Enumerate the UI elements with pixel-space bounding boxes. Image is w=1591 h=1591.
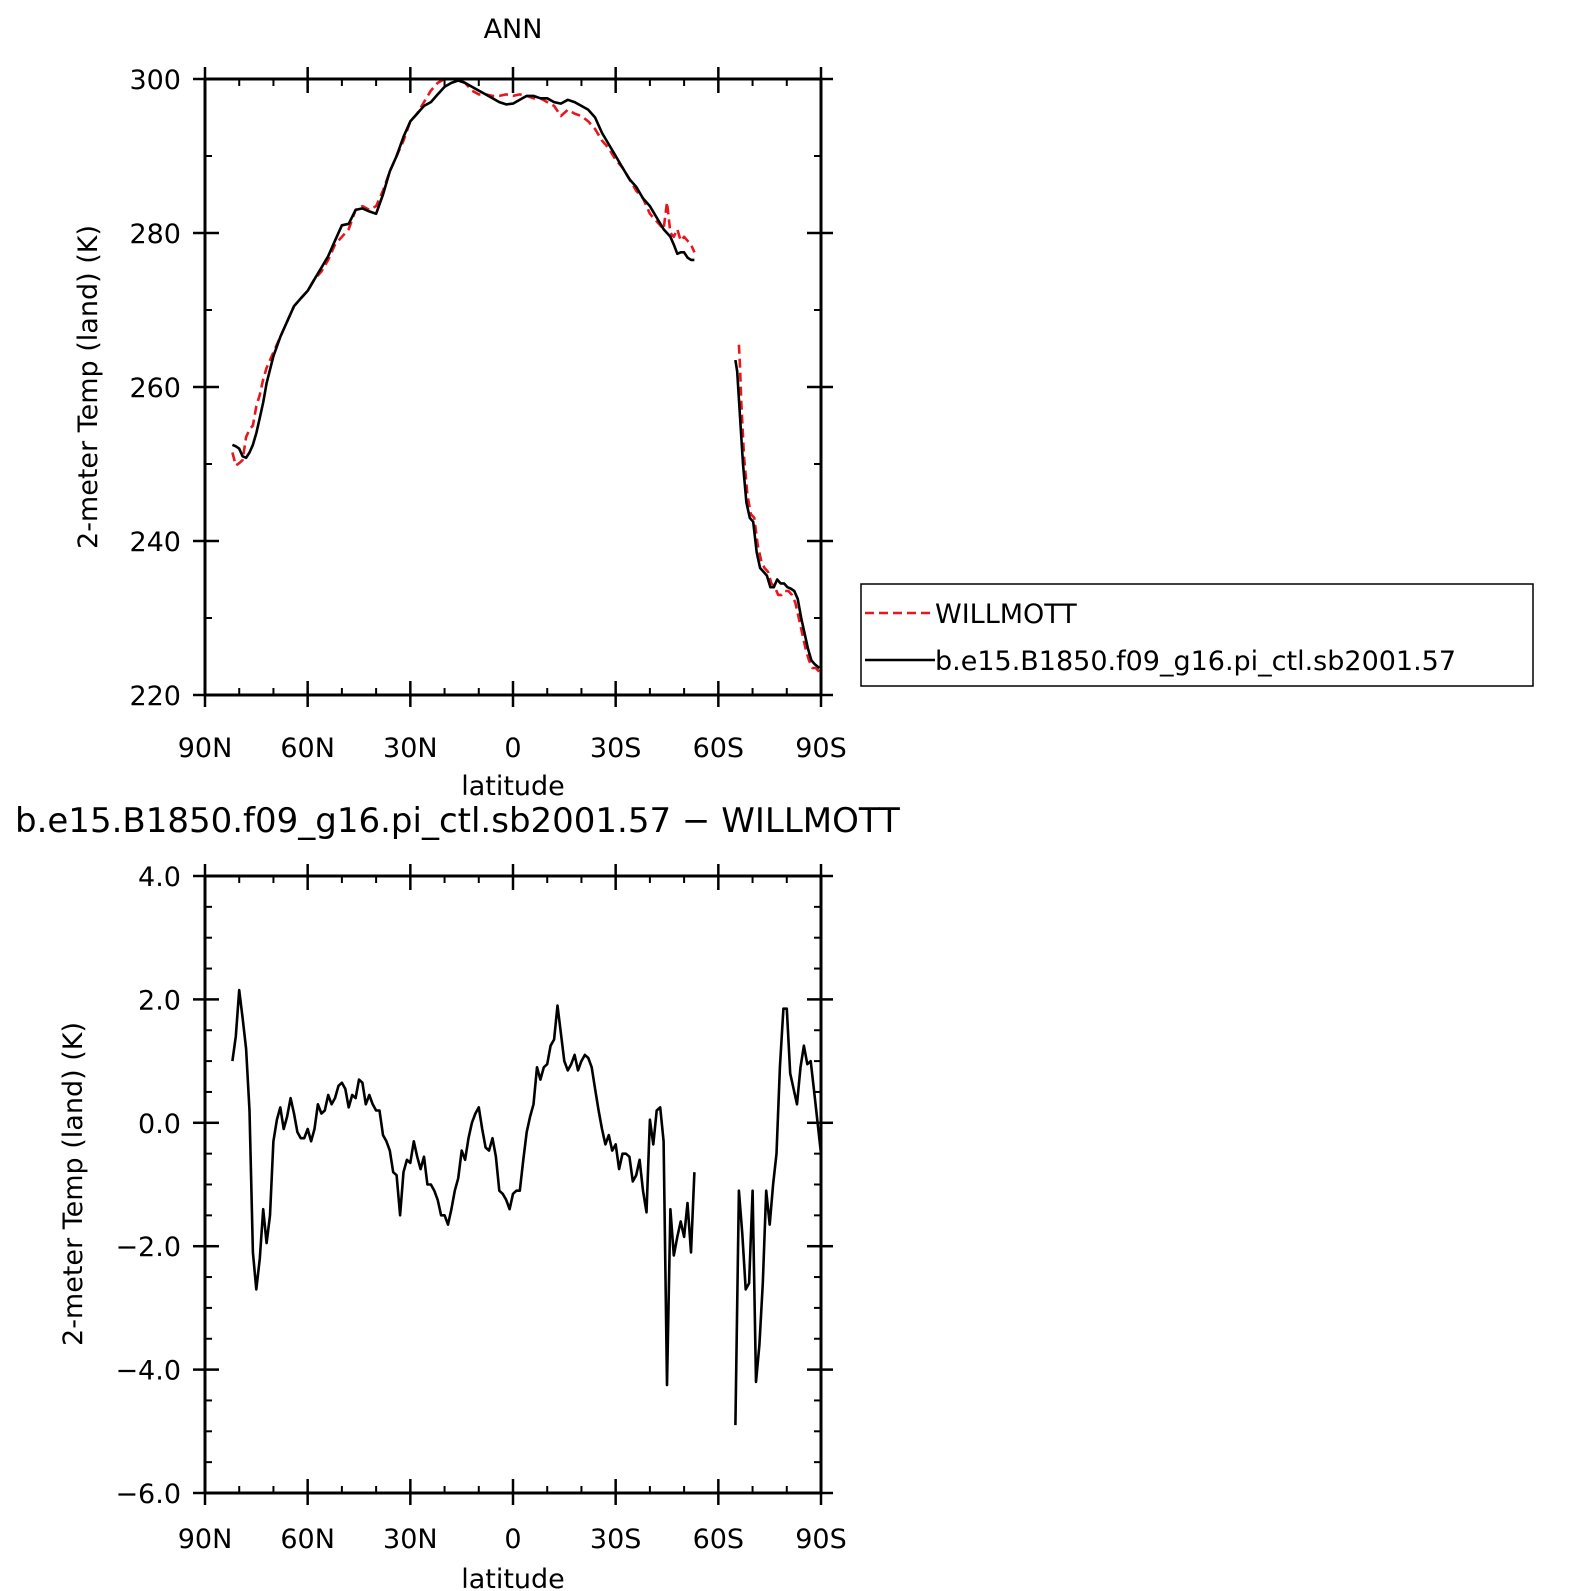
- x-tick-label: 90S: [795, 733, 847, 764]
- difference-panel: b.e15.B1850.f09_g16.pi_ctl.sb2001.57 − W…: [15, 801, 900, 1591]
- y-tick-label: −2.0: [115, 1232, 181, 1263]
- x-tick-label: 60N: [280, 1524, 335, 1555]
- x-tick-label: 30S: [590, 1524, 642, 1555]
- x-tick-label: 0: [504, 733, 521, 764]
- data-lines: [231, 988, 823, 1426]
- y-tick-label: 4.0: [138, 862, 181, 893]
- x-tick-label: 60N: [280, 733, 335, 764]
- y-axis-label: 2-meter Temp (land) (K): [73, 225, 104, 549]
- series-line-0: [231, 77, 696, 467]
- legend-box: [860, 583, 1534, 687]
- x-tick-label: 90N: [178, 1524, 233, 1555]
- x-tick-label: 0: [504, 1524, 521, 1555]
- series-line-1: [734, 359, 821, 669]
- x-tick-label: 60S: [693, 1524, 745, 1555]
- x-tick-label: 30N: [383, 733, 438, 764]
- y-tick-labels: −6.0 −4.0 −2.0 0.0 2.0 4.0: [115, 862, 181, 1510]
- difference-line: [734, 1007, 823, 1426]
- difference-chart-title: b.e15.B1850.f09_g16.pi_ctl.sb2001.57 − W…: [15, 801, 900, 841]
- y-tick-label: 0.0: [138, 1109, 181, 1140]
- y-tick-label: 260: [129, 373, 181, 404]
- plot-frame: [203, 77, 823, 697]
- difference-line: [231, 988, 696, 1387]
- y-tick-label: −6.0: [115, 1479, 181, 1510]
- y-tick-label: 300: [129, 65, 181, 96]
- x-tick-label: 60S: [693, 733, 745, 764]
- series-line-1: [231, 79, 695, 460]
- x-tick-labels: 90N 60N 30N 0 30S 60S 90S: [178, 733, 847, 764]
- y-axis-label: 2-meter Temp (land) (K): [58, 1022, 89, 1346]
- series-line-0: [737, 344, 821, 673]
- y-tick-label: 2.0: [138, 985, 181, 1016]
- legend-label-model: b.e15.B1850.f09_g16.pi_ctl.sb2001.57: [935, 646, 1456, 677]
- plot-frame: [203, 874, 823, 1495]
- y-tick-label: 220: [129, 681, 181, 712]
- x-axis-label: latitude: [461, 1564, 565, 1591]
- y-tick-label: 280: [129, 219, 181, 250]
- x-tick-labels: 90N 60N 30N 0 30S 60S 90S: [178, 1524, 847, 1555]
- y-tick-labels: 220 240 260 280 300: [129, 65, 181, 712]
- y-tick-label: −4.0: [115, 1356, 181, 1387]
- x-tick-label: 30S: [590, 733, 642, 764]
- data-lines: [231, 77, 821, 673]
- axis-ticks: [193, 864, 833, 1505]
- legend-label-willmott: WILLMOTT: [935, 599, 1077, 630]
- x-axis-label: latitude: [461, 771, 565, 802]
- x-tick-label: 90S: [795, 1524, 847, 1555]
- x-tick-label: 30N: [383, 1524, 438, 1555]
- legend: WILLMOTT b.e15.B1850.f09_g16.pi_ctl.sb20…: [860, 583, 1534, 687]
- chart-title: ANN: [484, 14, 543, 45]
- x-tick-label: 90N: [178, 733, 233, 764]
- y-tick-label: 240: [129, 527, 181, 558]
